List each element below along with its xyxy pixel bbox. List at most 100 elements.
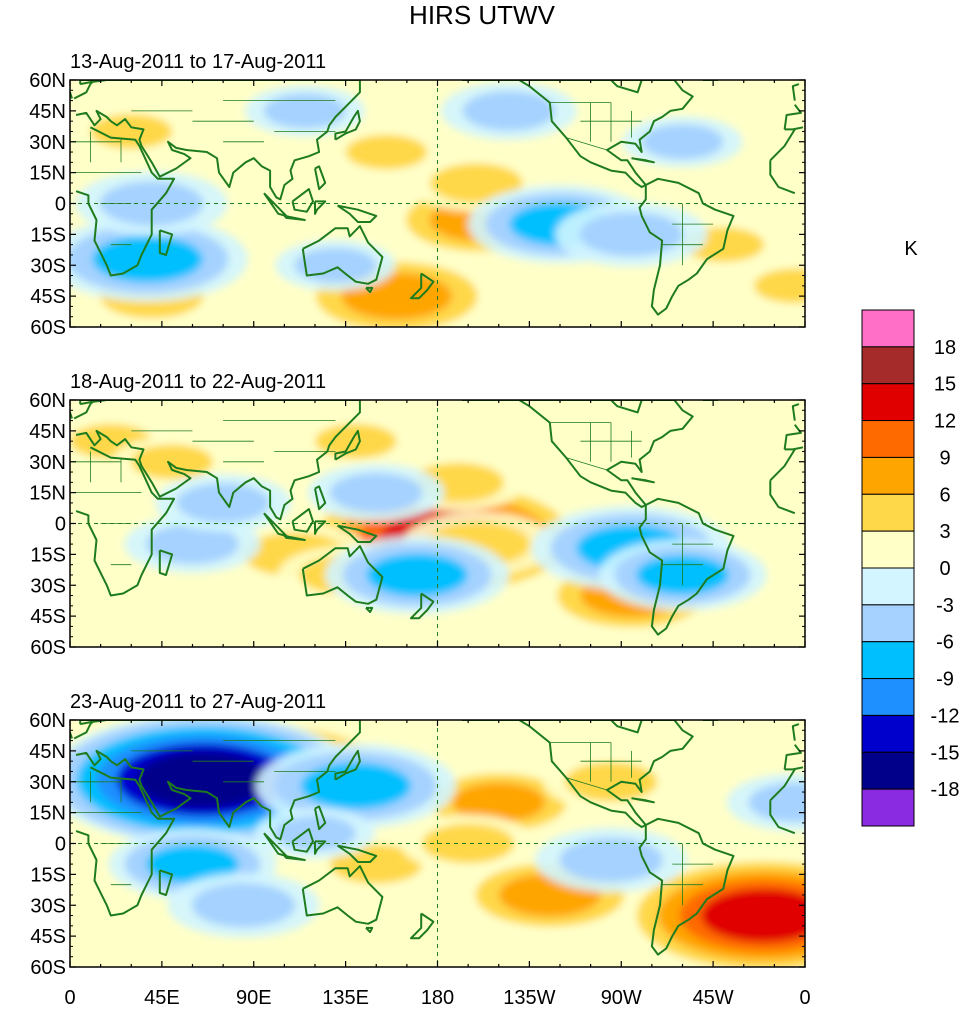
panel-2-subtitle: 18-Aug-2011 to 22-Aug-2011 xyxy=(70,371,326,393)
anomaly-blob xyxy=(326,126,447,178)
lat-tick-label: 45N xyxy=(29,101,66,123)
lon-tick-label: 135W xyxy=(503,987,555,1009)
lon-tick-label: 45E xyxy=(144,987,180,1009)
coastlines xyxy=(70,720,804,956)
lat-tick-label: 0 xyxy=(55,194,66,216)
lat-tick-label: 15N xyxy=(29,483,66,505)
colorbar-label: -3 xyxy=(936,595,954,617)
lat-tick-label: 30N xyxy=(29,772,66,794)
colorbar-label: -12 xyxy=(931,705,960,727)
anomaly-blob xyxy=(70,216,248,302)
anomaly-blob xyxy=(535,827,688,893)
colorbar-unit-label: K xyxy=(904,238,918,260)
panel-3-subtitle: 23-Aug-2011 to 27-Aug-2011 xyxy=(70,691,326,713)
lat-tick-label: 30N xyxy=(29,452,66,474)
anomaly-blob xyxy=(734,260,805,312)
colorbar-label: -6 xyxy=(936,632,954,654)
anomaly-field xyxy=(70,81,805,327)
lat-tick-label: 60N xyxy=(29,710,66,732)
lat-tick-label: 15S xyxy=(30,544,66,566)
coastlines xyxy=(70,400,804,636)
lat-tick-label: 15S xyxy=(30,224,66,246)
anomaly-blob xyxy=(622,116,743,168)
colorbar-label: 0 xyxy=(939,558,950,580)
anomaly-blob xyxy=(275,239,396,291)
colorbar-box xyxy=(861,678,915,716)
colorbar-label: 6 xyxy=(939,484,950,506)
panel-1-subtitle: 13-Aug-2011 to 17-Aug-2011 xyxy=(70,51,326,73)
colorbar-label: 18 xyxy=(934,337,956,359)
longitude-axis: 0 45E 90E 135E 180 135W 90W 45W 0 xyxy=(64,987,810,1009)
colorbar-label: 3 xyxy=(939,521,950,543)
lon-tick-label: 90E xyxy=(236,987,272,1009)
lon-tick-label: 180 xyxy=(421,987,454,1009)
lat-tick-label: 60S xyxy=(30,317,66,339)
lat-tick-label: 30N xyxy=(29,132,66,154)
lat-tick-label: 15N xyxy=(29,163,66,185)
anomaly-blob xyxy=(255,807,375,859)
colorbar-label: 15 xyxy=(934,374,956,396)
anomaly-blob xyxy=(624,856,805,967)
colorbar-box xyxy=(861,714,915,753)
colorbar-box xyxy=(861,641,915,680)
lat-tick-label: 45N xyxy=(29,421,66,443)
colorbar-box xyxy=(861,346,915,385)
lon-tick-label: 0 xyxy=(64,987,75,1009)
colorbar-label: 12 xyxy=(934,411,956,433)
anomaly-blob xyxy=(400,814,537,873)
lon-tick-label: 135E xyxy=(322,987,369,1009)
anomaly-blob xyxy=(414,766,583,839)
anomaly-blob xyxy=(71,105,192,157)
lat-tick-label: 0 xyxy=(55,514,66,536)
colorbar-box xyxy=(861,420,915,458)
lat-tick-label: 45S xyxy=(30,606,66,628)
anomaly-blob xyxy=(726,773,805,832)
colorbar-box xyxy=(861,788,915,827)
lat-tick-label: 15S xyxy=(30,864,66,886)
lon-tick-label: 90W xyxy=(601,987,642,1009)
lat-tick-label: 60N xyxy=(29,390,66,412)
lat-tick-label: 60S xyxy=(30,957,66,979)
colorbar-box xyxy=(861,383,915,422)
lat-tick-label: 0 xyxy=(55,834,66,856)
colorbar-box xyxy=(861,751,915,790)
colorbar: 18 15 12 9 6 3 0 -3 -6 -9 -12 -15 -18 xyxy=(861,309,960,827)
anomaly-blob xyxy=(244,85,365,137)
anomaly-blob xyxy=(440,81,577,140)
lat-tick-label: 45N xyxy=(29,741,66,763)
anomaly-blob xyxy=(555,202,708,267)
colorbar-label: 9 xyxy=(939,447,950,469)
colorbar-box xyxy=(861,604,915,643)
anomaly-blob xyxy=(295,415,416,467)
anomaly-blob xyxy=(325,535,510,615)
lon-tick-label: 45W xyxy=(693,987,734,1009)
colorbar-box xyxy=(861,493,915,532)
colorbar-label: -15 xyxy=(931,742,960,764)
colorbar-box xyxy=(861,567,915,606)
lat-tick-label: 45S xyxy=(30,926,66,948)
colorbar-box xyxy=(861,309,915,348)
anomaly-blob xyxy=(155,474,292,532)
colorbar-box xyxy=(861,530,915,569)
lat-tick-label: 45S xyxy=(30,286,66,308)
lat-tick-label: 30S xyxy=(30,895,66,917)
map-panels: 13-Aug-2011 to 17-Aug-201160N45N30N15N01… xyxy=(29,51,806,979)
coastlines xyxy=(70,80,804,316)
anomaly-field xyxy=(70,415,767,635)
anomaly-field xyxy=(70,720,805,967)
lon-tick-label: 0 xyxy=(799,987,810,1009)
colorbar-box xyxy=(861,456,915,495)
lat-tick-label: 30S xyxy=(30,255,66,277)
lat-tick-label: 15N xyxy=(29,803,66,825)
anomaly-blob xyxy=(255,743,456,829)
colorbar-label: -9 xyxy=(936,669,954,691)
lat-tick-label: 60N xyxy=(29,70,66,92)
figure-title: HIRS UTWV xyxy=(409,0,556,30)
lat-tick-label: 60S xyxy=(30,637,66,659)
anomaly-blob xyxy=(308,463,445,522)
colorbar-label: -18 xyxy=(931,779,960,801)
